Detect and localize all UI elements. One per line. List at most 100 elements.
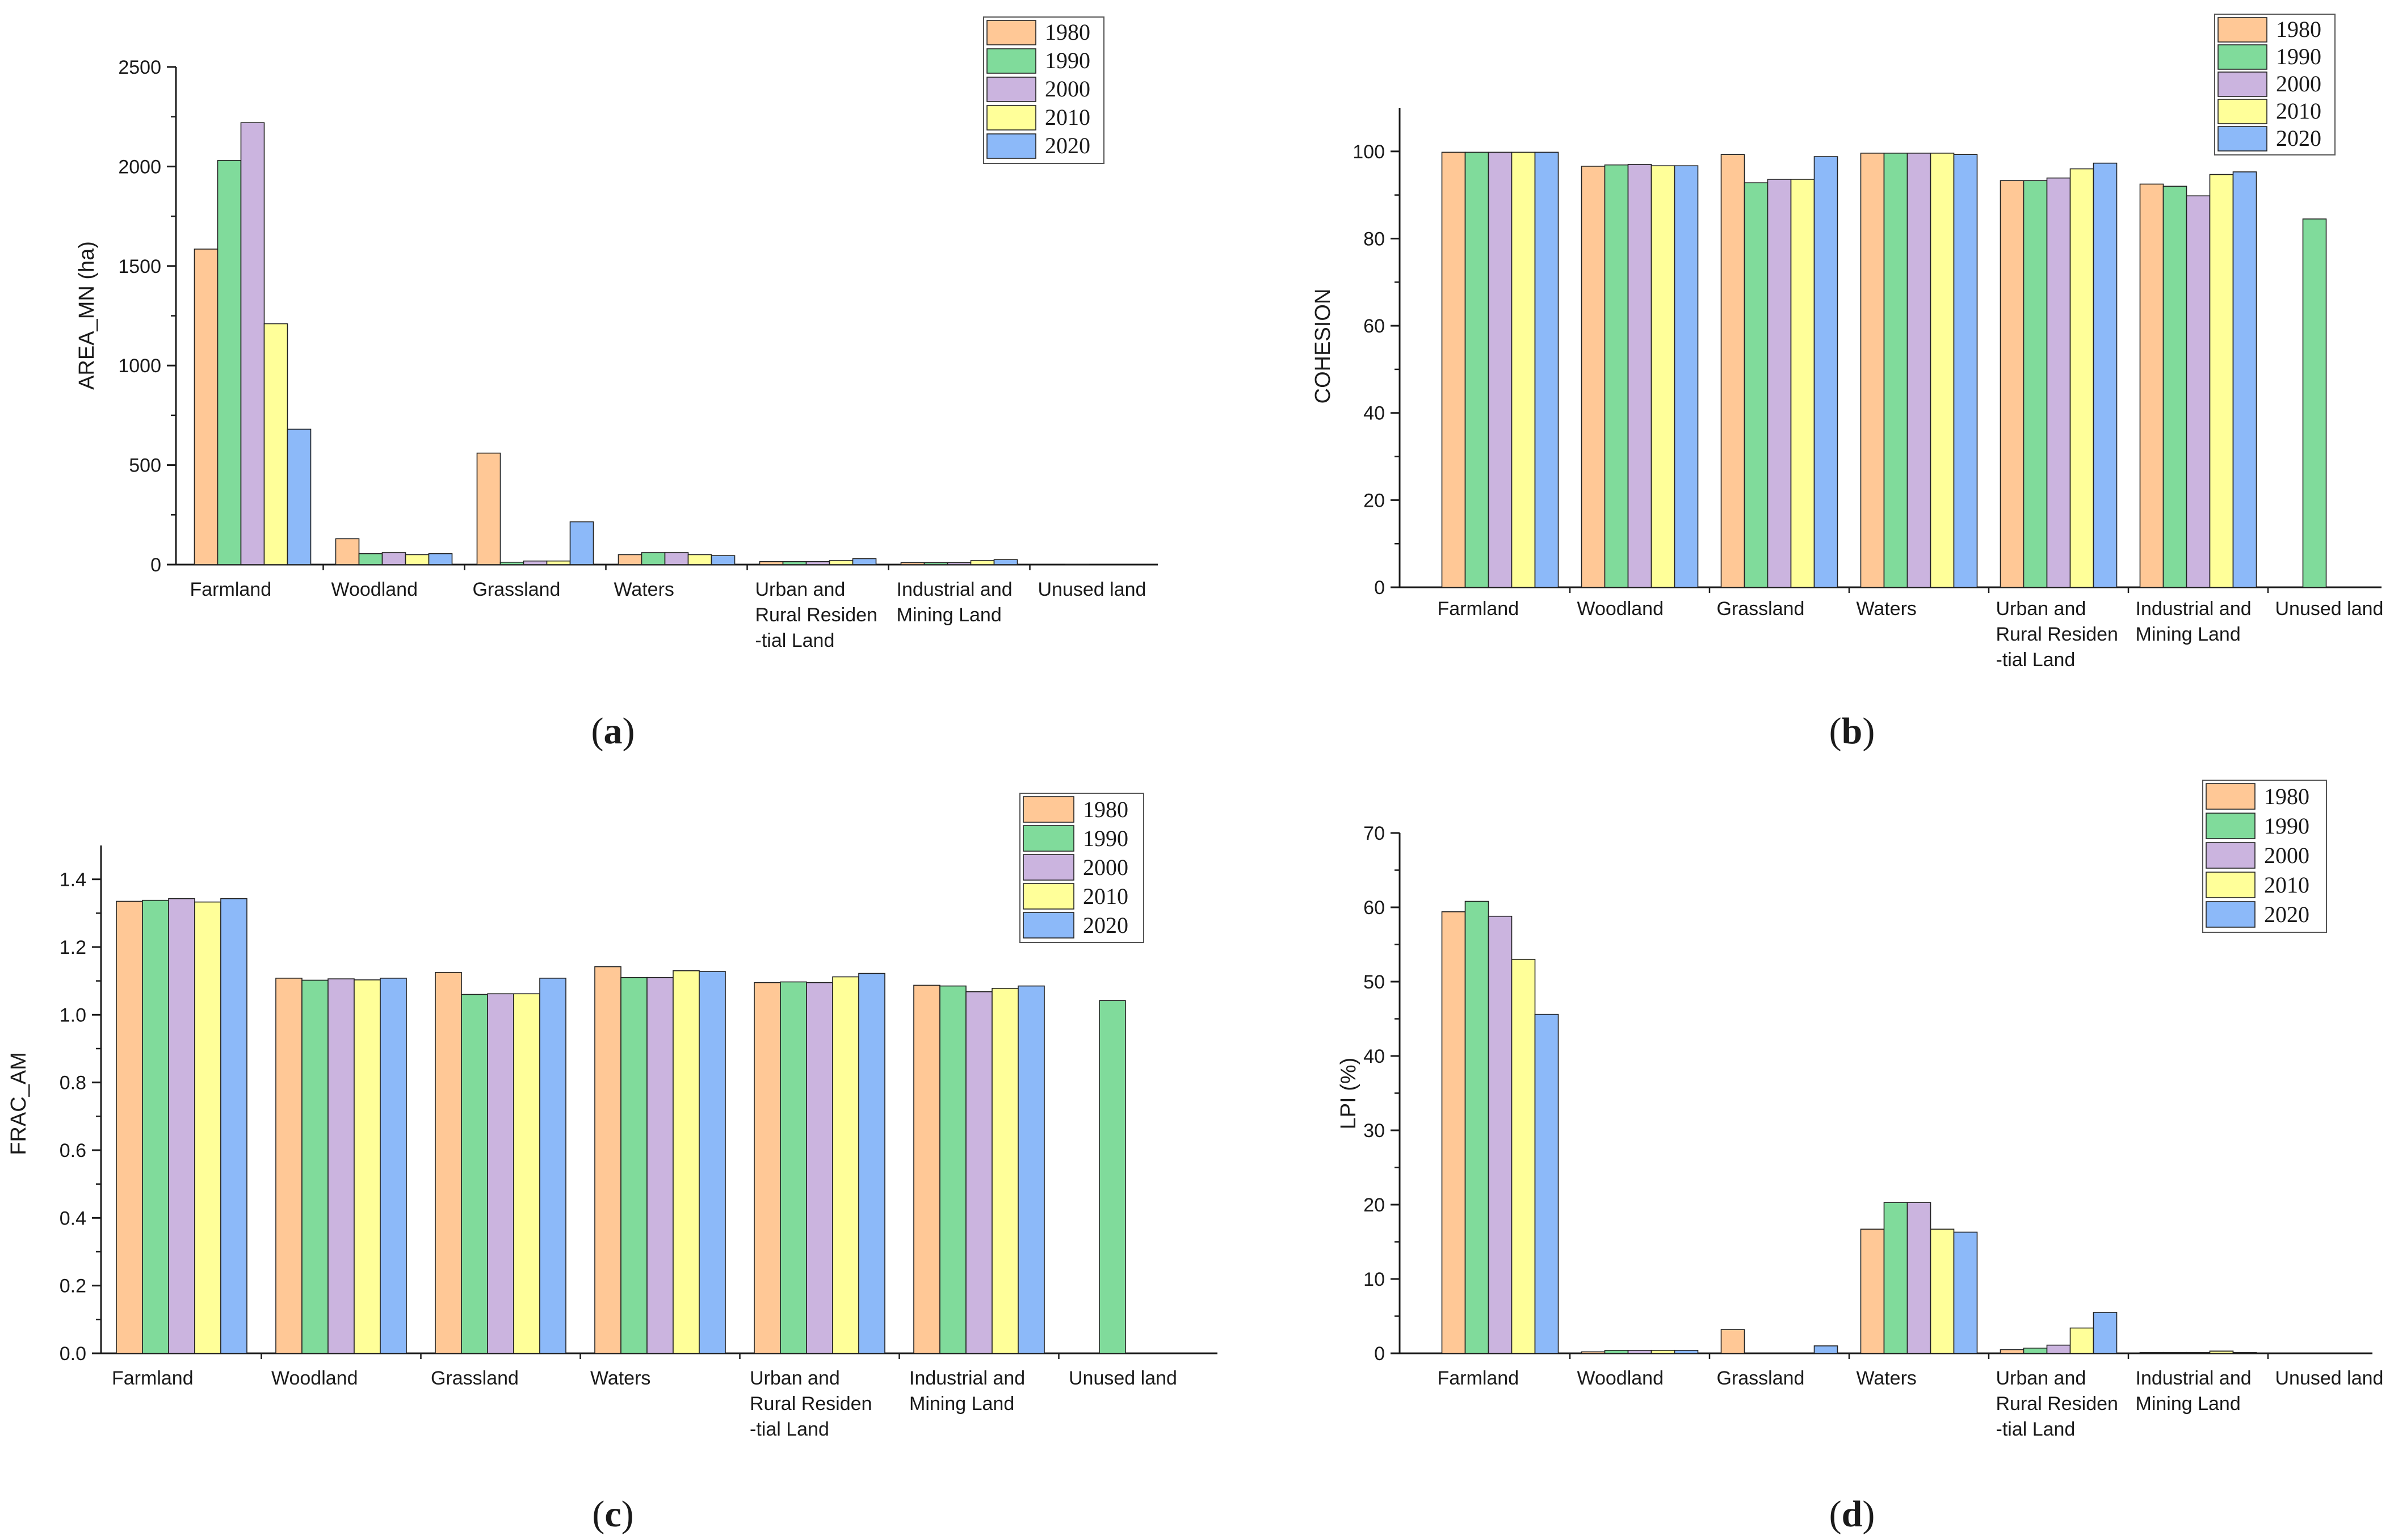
x-tick-label: Farmland xyxy=(1438,1368,1519,1389)
y-tick-label: 70 xyxy=(1363,823,1385,844)
legend-swatch-2020 xyxy=(1023,912,1074,939)
bar-2010-4 xyxy=(2069,1327,2094,1354)
bar-1990-4 xyxy=(782,561,807,565)
bar-2000-2 xyxy=(1767,179,1792,588)
legend-label-1980: 1980 xyxy=(1083,797,1128,822)
bar-1990-3 xyxy=(641,552,666,565)
bar-2000-5 xyxy=(965,991,993,1354)
bar-2010-4 xyxy=(2069,168,2094,588)
bar-1990-6 xyxy=(1065,563,1090,565)
bar-2010-3 xyxy=(1930,153,1955,588)
bar-2020-4 xyxy=(2093,1312,2118,1354)
bar-2000-0 xyxy=(240,122,265,565)
legend-swatch-2010 xyxy=(2217,99,2267,124)
legend-label-2000: 2000 xyxy=(1083,855,1128,880)
bar-2000-1 xyxy=(327,978,355,1354)
y-tick-label: 0.4 xyxy=(60,1207,86,1229)
panel-d: 0 10 20 30 40 50 60 70 LPI (%) Farmland Woodland Gr… xyxy=(1337,780,2383,1535)
x-tick-label: Farmland xyxy=(190,579,272,600)
y-tick-label: 0.0 xyxy=(60,1343,86,1365)
y-tick-label: 50 xyxy=(1363,971,1385,993)
legend-swatch-1990 xyxy=(2206,813,2256,839)
bar-2020-2 xyxy=(1813,1345,1838,1354)
bar-2020-5 xyxy=(2232,171,2257,588)
legend-swatch-1990 xyxy=(2217,44,2267,70)
legend-swatch-2010 xyxy=(1023,883,1074,910)
panel-c: 0.0 0.2 0.4 0.6 0.8 1.0 1.2 1.4 FRAC_AM Farmland W… xyxy=(7,793,1217,1535)
legend-swatch-2000 xyxy=(2206,842,2256,869)
x-tick-label: Urban and xyxy=(1996,1368,2086,1389)
bar-2020-3 xyxy=(1953,154,1978,588)
bar-2010-1 xyxy=(1650,165,1675,588)
bar-2000-3 xyxy=(646,977,674,1354)
x-tick-label: Rural Residen xyxy=(1996,1393,2118,1415)
legend-label-1990: 1990 xyxy=(2264,813,2309,839)
bar-2000-2 xyxy=(523,560,548,565)
y-tick-label: 2000 xyxy=(118,156,161,178)
legend-label-2000: 2000 xyxy=(1045,76,1090,102)
y-tick-label: 0 xyxy=(1374,1343,1385,1365)
legend-swatch-2020 xyxy=(2206,901,2256,928)
bar-2010-3 xyxy=(687,554,712,565)
y-axis-label: FRAC_AM xyxy=(7,1052,31,1155)
y-tick-label: 20 xyxy=(1363,1194,1385,1216)
bar-2000-5 xyxy=(2186,195,2211,588)
bar-2000-4 xyxy=(2046,177,2071,588)
bar-2020-3 xyxy=(711,555,736,565)
y-tick-label: 1.0 xyxy=(60,1004,86,1026)
bar-1980-3 xyxy=(1860,153,1885,588)
bar-2000-3 xyxy=(1906,1202,1931,1354)
legend-swatch-1980 xyxy=(1023,796,1074,823)
bar-2020-2 xyxy=(569,521,594,565)
bar-1990-5 xyxy=(2162,186,2187,588)
y-tick-label: 1500 xyxy=(118,256,161,277)
x-tick-label: Woodland xyxy=(331,579,418,600)
legend-label-1980: 1980 xyxy=(2276,16,2321,42)
legend-label-2010: 2010 xyxy=(2276,98,2321,124)
x-tick-label: Unused land xyxy=(2275,598,2384,620)
y-axis-label: LPI (%) xyxy=(1337,1058,1360,1130)
bar-2000-5 xyxy=(947,562,972,565)
y-tick-label: 80 xyxy=(1363,228,1385,250)
bar-2020-1 xyxy=(428,553,453,565)
x-tick-label: Mining Land xyxy=(2136,624,2241,645)
x-tick-label: Woodland xyxy=(1577,1368,1664,1389)
bar-2010-5 xyxy=(970,560,995,565)
legend-swatch-2020 xyxy=(986,133,1036,159)
x-tick-label: -tial Land xyxy=(750,1419,829,1440)
bar-2010-1 xyxy=(1650,1349,1675,1354)
legend-label-1980: 1980 xyxy=(1045,19,1090,45)
y-tick-label: 500 xyxy=(129,455,161,477)
bar-2010-3 xyxy=(1930,1228,1955,1354)
bar-1990-4 xyxy=(2023,180,2048,588)
panel-label: (d) xyxy=(1829,1493,1875,1535)
legend-swatch-1990 xyxy=(1023,825,1074,852)
bar-1980-0 xyxy=(116,901,143,1354)
bar-2020-4 xyxy=(2093,162,2118,588)
bar-2010-0 xyxy=(263,323,288,565)
bar-1980-2 xyxy=(476,452,501,565)
y-tick-label: 10 xyxy=(1363,1269,1385,1290)
x-tick-label: Unused land xyxy=(1038,579,1146,600)
bar-2020-2 xyxy=(539,978,566,1354)
x-tick-label: -tial Land xyxy=(1996,649,2076,671)
x-tick-label: -tial Land xyxy=(1996,1419,2076,1440)
bar-1980-2 xyxy=(1720,1329,1745,1354)
y-tick-label: 60 xyxy=(1363,315,1385,337)
x-tick-label: Woodland xyxy=(271,1368,358,1389)
legend-swatch-2020 xyxy=(2217,126,2267,152)
legend-label-2010: 2010 xyxy=(1083,883,1128,909)
bar-2010-3 xyxy=(673,970,700,1354)
bar-2020-1 xyxy=(1674,1349,1699,1354)
bar-1990-1 xyxy=(301,979,329,1354)
legend-label-1980: 1980 xyxy=(2264,784,2309,809)
bar-2000-3 xyxy=(1906,153,1931,588)
bar-1980-3 xyxy=(1860,1228,1885,1354)
bar-2000-2 xyxy=(487,993,514,1354)
y-tick-label: 2500 xyxy=(118,57,161,78)
y-tick-label: 30 xyxy=(1363,1120,1385,1142)
bar-2020-0 xyxy=(1534,152,1559,588)
bar-1990-1 xyxy=(358,553,383,565)
bar-1990-0 xyxy=(142,899,169,1354)
bar-2010-2 xyxy=(546,560,571,565)
